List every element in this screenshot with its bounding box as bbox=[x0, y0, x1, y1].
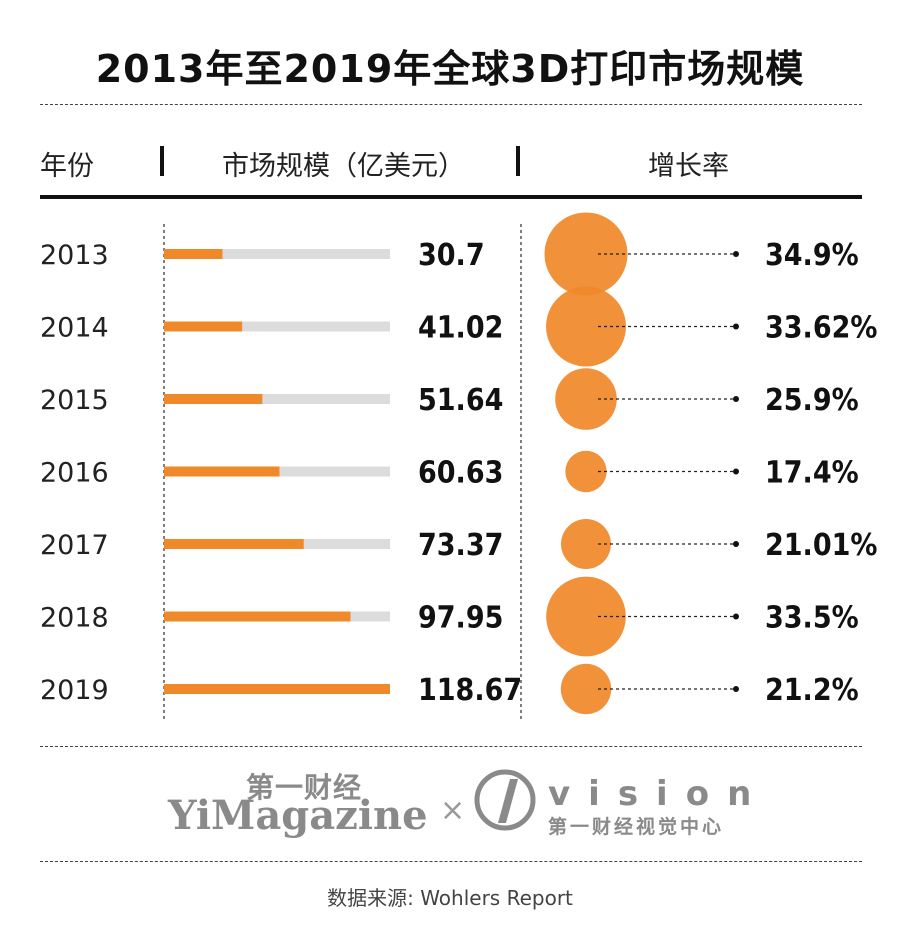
leader-dot bbox=[733, 541, 739, 547]
year-label: 2019 bbox=[40, 675, 109, 706]
source-note: 数据来源: Wohlers Report bbox=[327, 886, 573, 910]
market-bar bbox=[164, 539, 304, 549]
header-rule bbox=[40, 195, 862, 199]
growth-value-label: 21.2% bbox=[765, 673, 859, 708]
growth-bubble bbox=[555, 368, 617, 430]
vision-cn-text: 第一财经视觉中心 bbox=[548, 816, 725, 838]
market-bar bbox=[164, 394, 263, 404]
leader-dot bbox=[733, 468, 739, 475]
header-separator bbox=[516, 146, 520, 176]
yimagazine-cn-logo: 第一财经 bbox=[246, 771, 363, 804]
market-value-label: 51.64 bbox=[418, 383, 503, 418]
market-value-label: 118.67 bbox=[418, 673, 522, 708]
year-label: 2015 bbox=[40, 385, 109, 416]
market-chart: 2013 30.7 34.9% 2014 41.02 33.62% 2015 51.64 25.… bbox=[40, 212, 877, 719]
year-label: 2017 bbox=[40, 530, 109, 561]
growth-value-label: 33.62% bbox=[765, 311, 877, 346]
header-year: 年份 bbox=[40, 151, 94, 182]
vision-logo-icon bbox=[474, 769, 536, 831]
market-value-label: 41.02 bbox=[418, 311, 503, 346]
leader-dot bbox=[733, 396, 739, 402]
leader-dot bbox=[733, 686, 739, 692]
growth-bubble bbox=[565, 450, 607, 493]
growth-value-label: 33.5% bbox=[765, 601, 859, 636]
market-value-label: 30.7 bbox=[418, 238, 485, 273]
growth-value-label: 25.9% bbox=[765, 383, 859, 418]
market-value-label: 97.95 bbox=[418, 601, 503, 636]
year-label: 2014 bbox=[40, 313, 109, 344]
chart-title: 2013年至2019年全球3D打印市场规模 bbox=[95, 47, 805, 91]
market-bar bbox=[164, 611, 351, 622]
bottom-divider bbox=[40, 861, 862, 862]
bar-track bbox=[164, 249, 390, 259]
header-growth: 增长率 bbox=[648, 151, 729, 182]
year-label: 2016 bbox=[40, 458, 109, 489]
bar-track bbox=[164, 321, 390, 332]
market-value-label: 60.63 bbox=[418, 456, 503, 491]
market-bar bbox=[164, 466, 280, 477]
leader-dot bbox=[733, 323, 739, 330]
header-market: 市场规模（亿美元） bbox=[222, 151, 465, 182]
market-bar bbox=[164, 249, 223, 259]
market-bar bbox=[164, 321, 243, 332]
market-value-label: 73.37 bbox=[418, 528, 503, 563]
header-separator bbox=[160, 146, 164, 176]
vision-logo-text: vision bbox=[548, 774, 770, 814]
yimagazine-logo: YiMagazine bbox=[168, 792, 428, 839]
growth-bubble bbox=[561, 519, 611, 569]
growth-bubble bbox=[560, 663, 612, 715]
growth-bubble bbox=[544, 212, 628, 296]
growth-bubble bbox=[546, 286, 626, 367]
growth-value-label: 34.9% bbox=[765, 238, 859, 273]
middle-divider bbox=[40, 746, 862, 747]
year-label: 2018 bbox=[40, 603, 109, 634]
bar-track bbox=[164, 394, 390, 404]
year-label: 2013 bbox=[40, 240, 109, 271]
growth-value-label: 21.01% bbox=[765, 528, 877, 563]
growth-bubble bbox=[546, 576, 626, 657]
growth-value-label: 17.4% bbox=[765, 456, 859, 491]
logo-separator: × bbox=[440, 793, 466, 828]
market-bar bbox=[164, 684, 390, 694]
leader-dot bbox=[733, 251, 739, 257]
top-divider bbox=[40, 104, 862, 105]
leader-dot bbox=[733, 613, 739, 620]
